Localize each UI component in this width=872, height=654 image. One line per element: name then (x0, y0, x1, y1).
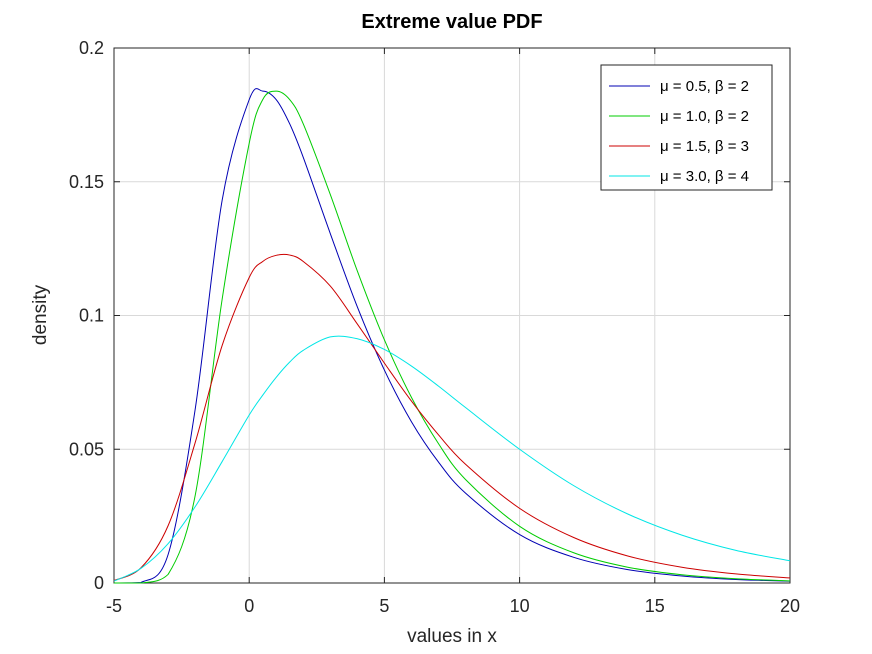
x-tick-label: 20 (780, 596, 800, 616)
x-tick-label: 10 (510, 596, 530, 616)
legend-label-1: μ = 0.5, β = 2 (660, 78, 749, 95)
legend: μ = 0.5, β = 2 μ = 1.0, β = 2 μ = 1.5, β =… (600, 64, 773, 191)
x-tick-label: 5 (379, 596, 389, 616)
series-line-1 (113, 88, 791, 584)
tick-marks (113, 47, 791, 584)
y-tick-label: 0.2 (79, 38, 104, 58)
y-tick-label: 0.05 (69, 439, 104, 459)
x-axis-label: values in x (407, 626, 497, 647)
y-tick-label: 0.15 (69, 172, 104, 192)
legend-label-4: μ = 3.0, β = 4 (660, 168, 749, 185)
y-tick-label: 0.1 (79, 306, 104, 326)
x-tick-label: -5 (106, 596, 122, 616)
x-tick-label: 0 (244, 596, 254, 616)
x-tick-label: 15 (645, 596, 665, 616)
series-line-2 (114, 90, 791, 584)
series-line-3 (113, 253, 791, 582)
legend-label-3: μ = 1.5, β = 3 (660, 138, 749, 155)
legend-label-2: μ = 1.0, β = 2 (660, 108, 749, 125)
series-lines (113, 88, 791, 584)
y-tick-label: 0 (94, 573, 104, 593)
y-axis-label: density (30, 284, 51, 345)
series-line-4 (113, 335, 791, 582)
chart-title: Extreme value PDF (361, 11, 542, 33)
